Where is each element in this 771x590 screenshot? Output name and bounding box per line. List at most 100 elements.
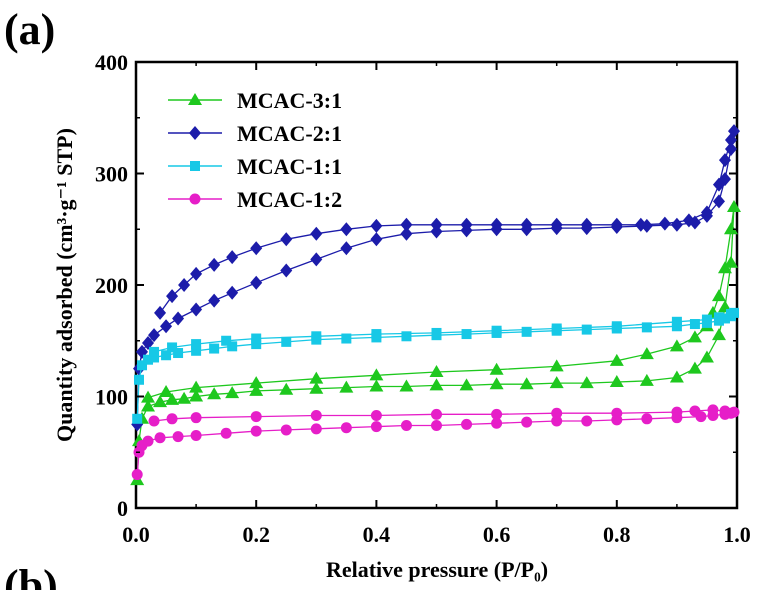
data-point (489, 377, 504, 390)
data-point (719, 313, 730, 324)
data-point (280, 263, 293, 278)
data-point (280, 424, 292, 436)
data-point (149, 346, 160, 357)
plot-frame (134, 60, 739, 510)
data-point (189, 380, 204, 393)
data-point (160, 319, 173, 334)
legend-label: MCAC-1:1 (237, 154, 342, 179)
data-point (491, 417, 503, 429)
data-point (227, 341, 238, 352)
data-point (728, 406, 740, 418)
data-point (669, 370, 684, 383)
data-point (719, 405, 731, 417)
series-mcac-1-1 (132, 307, 739, 424)
data-point (400, 226, 413, 241)
data-point (310, 409, 322, 421)
data-point (658, 216, 671, 231)
data-point (225, 386, 240, 399)
data-point (581, 415, 593, 427)
data-point (148, 328, 161, 343)
data-point (143, 354, 154, 365)
data-point (707, 404, 719, 416)
data-point (671, 406, 683, 418)
data-point (611, 407, 623, 419)
data-point (226, 285, 239, 300)
data-point (208, 293, 221, 308)
data-point (177, 391, 192, 404)
data-point (634, 217, 647, 232)
data-point (311, 331, 322, 342)
data-point (549, 359, 564, 372)
data-point (519, 377, 534, 390)
x-axis-label: Relative pressure (P/P₀) (326, 557, 548, 582)
data-point (489, 362, 504, 375)
legend-item: MCAC-3:1 (168, 88, 342, 113)
data-point (148, 415, 160, 427)
series-layer (130, 124, 741, 486)
data-point (701, 314, 712, 325)
data-point (430, 217, 443, 232)
data-point (153, 395, 168, 408)
data-point (711, 289, 726, 302)
data-point (370, 218, 383, 233)
data-point (142, 335, 155, 350)
data-point (340, 222, 353, 237)
series-mcac-1-2 (131, 404, 740, 481)
data-point (611, 321, 622, 332)
data-point (551, 323, 562, 334)
data-point (718, 153, 731, 168)
x-tick-label: 0.4 (363, 522, 391, 547)
data-point (173, 348, 184, 359)
data-point (429, 378, 444, 391)
y-tick-label: 100 (95, 385, 128, 410)
data-point (461, 418, 473, 430)
data-point (609, 375, 624, 388)
data-point (581, 324, 592, 335)
data-point (154, 305, 167, 320)
data-point (699, 350, 714, 363)
data-point (370, 409, 382, 421)
data-point (669, 339, 684, 352)
x-tick-label: 0.2 (242, 522, 270, 547)
data-point (226, 250, 239, 265)
data-point (461, 329, 472, 340)
data-point (132, 413, 143, 424)
data-point (279, 382, 294, 395)
legend-marker (189, 193, 201, 205)
legend-item: MCAC-1:1 (168, 154, 342, 179)
legend-label: MCAC-2:1 (237, 121, 342, 146)
data-point (431, 327, 442, 338)
data-point (251, 333, 262, 344)
data-point (221, 335, 232, 346)
data-point (491, 325, 502, 336)
data-point (134, 374, 145, 385)
data-point (159, 385, 174, 398)
y-tick-label: 200 (95, 273, 128, 298)
data-point (724, 141, 737, 156)
series-mcac-2-1 (131, 124, 740, 432)
y-axis-label: Quantity adsorbed (cm³·g⁻¹ STP) (52, 128, 77, 442)
data-point (309, 381, 324, 394)
data-point (249, 376, 264, 389)
data-point (459, 378, 474, 391)
data-point (250, 411, 262, 423)
data-point (723, 222, 738, 235)
data-point (579, 376, 594, 389)
data-point (371, 329, 382, 340)
data-point (490, 217, 503, 232)
data-point (713, 312, 724, 323)
data-point (141, 399, 156, 412)
data-point (190, 266, 203, 281)
data-point (131, 469, 143, 481)
legend: MCAC-3:1 MCAC-2:1 MCAC-1:1 MCAC-1:2 (168, 88, 342, 212)
data-point (400, 419, 412, 431)
panel-label-b: (b) (4, 561, 58, 590)
data-point (339, 380, 354, 393)
data-point (370, 232, 383, 247)
x-tick-label: 0.8 (603, 522, 631, 547)
data-point (641, 322, 652, 333)
legend-item: MCAC-2:1 (168, 121, 342, 146)
data-point (550, 217, 563, 232)
data-point (340, 241, 353, 256)
